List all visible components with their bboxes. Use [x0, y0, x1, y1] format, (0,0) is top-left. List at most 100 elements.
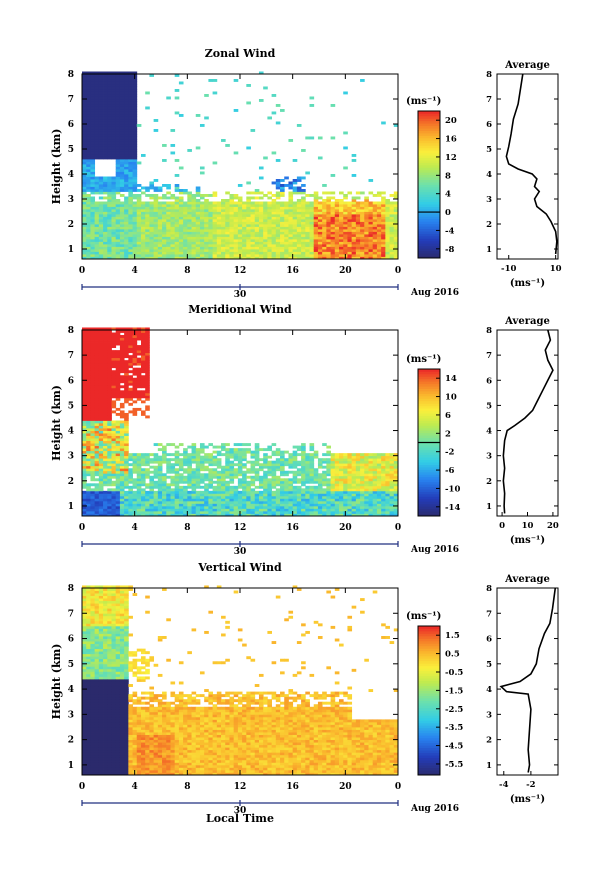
heatmap-cell	[98, 201, 104, 205]
heatmap-cell	[284, 224, 289, 227]
heatmap-cell	[208, 241, 214, 245]
heatmap-cell	[82, 473, 87, 477]
heatmap-cell	[296, 490, 302, 494]
heatmap-cell	[275, 241, 281, 245]
colorbar-tick-label: 4	[445, 190, 451, 200]
heatmap-cell	[271, 214, 277, 217]
heatmap-cell	[204, 483, 209, 487]
heatmap-cell	[111, 483, 117, 487]
heatmap-cell	[94, 71, 100, 75]
heatmap-cell	[115, 251, 121, 255]
heatmap-cell	[174, 74, 180, 77]
heatmap-cell	[166, 211, 171, 215]
heatmap-cell	[305, 458, 310, 462]
heatmap-cell	[103, 144, 108, 147]
heatmap-cell	[132, 347, 138, 351]
heatmap-cell	[288, 488, 294, 492]
heatmap-cell	[170, 129, 176, 132]
heatmap-cell	[221, 505, 226, 509]
heatmap-cell	[343, 146, 348, 150]
heatmap-cell	[103, 234, 108, 237]
heatmap-cell	[393, 206, 399, 210]
heatmap-cell	[204, 116, 209, 120]
heatmap-cell	[339, 475, 344, 479]
heatmap-cell	[119, 395, 125, 399]
heatmap-cell	[90, 131, 96, 135]
heatmap-cell	[119, 513, 125, 517]
heatmap-cell	[305, 510, 310, 514]
heatmap-cell	[208, 219, 214, 222]
heatmap-cell	[128, 199, 133, 202]
heatmap-cell	[145, 186, 150, 190]
colorbar-tick-label: 16	[445, 135, 457, 145]
heatmap-cell	[355, 256, 361, 260]
heatmap-cell	[216, 231, 222, 235]
heatmap-cell	[216, 251, 222, 255]
heatmap-cell	[128, 209, 133, 212]
heatmap-cell	[376, 219, 382, 222]
heatmap-cell	[317, 206, 323, 210]
heatmap-cell	[82, 483, 87, 487]
heatmap-cell	[199, 194, 205, 197]
heatmap-cell	[128, 76, 133, 80]
heatmap-cell	[334, 214, 340, 217]
heatmap-cell	[153, 231, 159, 235]
heatmap-cell	[322, 236, 327, 240]
heatmap-cell	[128, 174, 133, 177]
heatmap-cell	[254, 463, 260, 467]
heatmap-cell	[242, 246, 247, 250]
heatmap-cell	[225, 251, 230, 255]
colorbar-swatch	[418, 179, 440, 183]
heatmap-cell	[216, 470, 222, 474]
heatmap-cell	[107, 109, 112, 112]
heatmap-cell	[334, 478, 340, 482]
heatmap-cell	[153, 226, 159, 230]
heatmap-cell	[119, 166, 125, 170]
heatmap-cell	[124, 445, 129, 449]
heatmap-cell	[153, 251, 159, 255]
heatmap-cell	[267, 116, 272, 120]
heatmap-cell	[128, 194, 133, 197]
heatmap-cell	[128, 234, 133, 237]
heatmap-cell	[229, 503, 235, 507]
heatmap-cell	[94, 249, 100, 252]
heatmap-cell	[132, 241, 138, 245]
heatmap-cell	[170, 151, 176, 155]
heatmap-cell	[216, 458, 222, 462]
heatmap-cell	[334, 249, 340, 252]
heatmap-cell	[216, 236, 222, 240]
heatmap-cell	[82, 221, 87, 225]
heatmap-cell	[284, 478, 289, 482]
heatmap-cell	[301, 500, 306, 504]
heatmap-cell	[140, 395, 146, 399]
heatmap-cell	[107, 355, 112, 359]
heatmap-cell	[280, 458, 285, 462]
heatmap-cell	[280, 508, 285, 512]
heatmap-cell	[166, 468, 171, 472]
heatmap-cell	[86, 372, 91, 376]
heatmap-cell	[132, 493, 138, 497]
heatmap-cell	[90, 423, 96, 426]
heatmap-cell	[280, 465, 285, 469]
heatmap-cell	[90, 84, 96, 87]
heatmap-cell	[82, 345, 87, 348]
heatmap-cell	[216, 463, 222, 467]
heatmap-cell	[275, 181, 281, 185]
heatmap-cell	[111, 221, 117, 225]
heatmap-cell	[339, 493, 344, 497]
heatmap-cell	[250, 209, 256, 212]
heatmap-cell	[271, 513, 277, 517]
heatmap-cell	[275, 239, 281, 242]
colorbar-swatch	[418, 204, 440, 207]
heatmap-cell	[119, 249, 125, 252]
heatmap-cell	[183, 490, 188, 494]
heatmap-cell	[258, 219, 264, 222]
heatmap-cell	[86, 84, 91, 87]
heatmap-cell	[296, 241, 302, 245]
heatmap-cell	[351, 229, 357, 232]
heatmap-cell	[246, 221, 251, 225]
heatmap-cell	[157, 483, 163, 487]
heatmap-cell	[195, 473, 201, 477]
heatmap-cell	[322, 244, 327, 247]
